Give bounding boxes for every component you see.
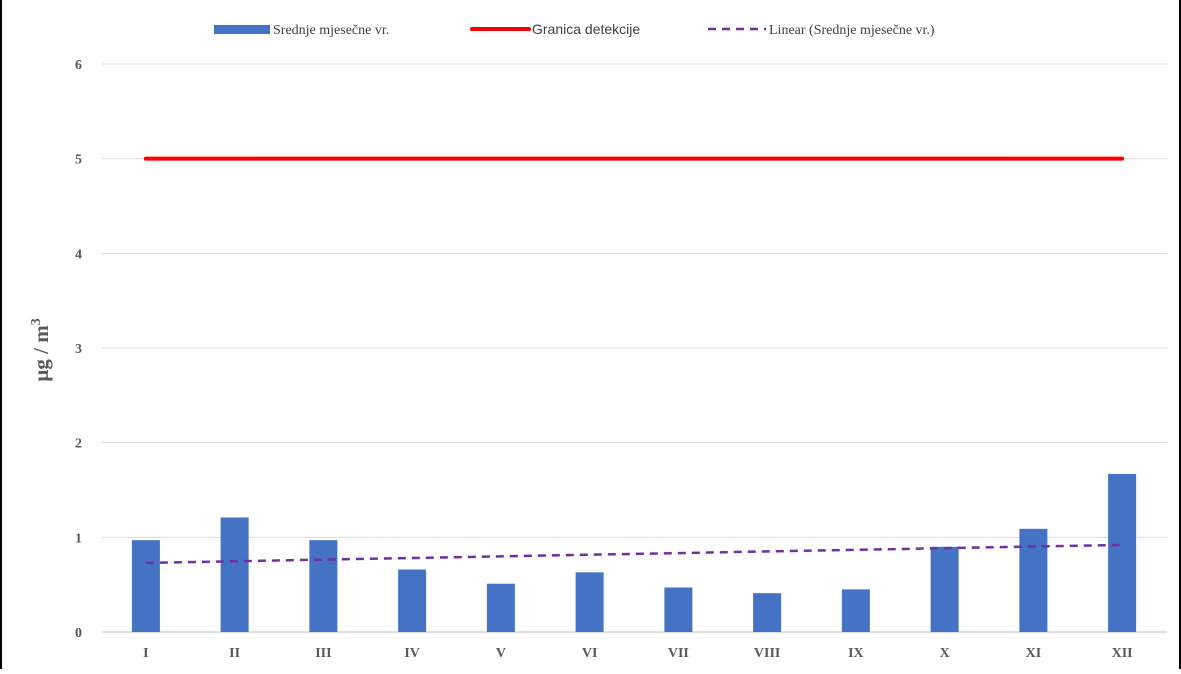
x-tick-label: XII (1112, 646, 1133, 661)
y-tick-label: 0 (75, 626, 82, 641)
bar (664, 587, 693, 632)
legend-label: Granica detekcije (532, 21, 640, 37)
x-tick-label: X (940, 646, 950, 661)
bar (753, 593, 782, 632)
bar (398, 569, 427, 632)
bar (1019, 528, 1048, 632)
x-tick-label: XI (1026, 646, 1042, 661)
legend-label: Srednje mjesečne vr. (273, 23, 389, 38)
y-axis-label-text: µg / m (29, 325, 53, 382)
bar (841, 589, 870, 632)
legend-label: Linear (Srednje mjesečne vr.) (769, 23, 935, 38)
x-tick-label: I (143, 646, 148, 661)
line-series (143, 156, 1125, 565)
y-tick-label: 1 (75, 531, 82, 546)
x-tick-labels: I II III IV V VI VII VIII IX X XI XII (143, 646, 1132, 661)
x-tick-label: IV (404, 646, 420, 661)
x-tick-label: VI (582, 646, 598, 661)
bar (1108, 473, 1137, 632)
y-tick-labels: 0 1 2 3 4 5 6 (75, 58, 82, 641)
bar (131, 540, 160, 632)
trendline (145, 543, 1123, 565)
bar-series (131, 473, 1137, 632)
x-tick-label: IX (848, 646, 864, 661)
x-tick-label: II (229, 646, 240, 661)
bar (486, 583, 515, 632)
x-tick-label: VII (668, 646, 689, 661)
y-tick-label: 6 (75, 58, 82, 73)
y-axis-label-superscript: 3 (29, 318, 44, 325)
y-axis-label: µg / m3 (29, 318, 53, 381)
y-tick-label: 2 (75, 437, 82, 452)
y-tick-label: 3 (75, 342, 82, 357)
bar (575, 572, 604, 632)
legend-swatch-bar (214, 25, 270, 34)
bar (309, 540, 338, 632)
y-tick-label: 4 (75, 247, 82, 262)
x-tick-label: VIII (754, 646, 780, 661)
bar (930, 546, 959, 632)
x-tick-label: V (496, 646, 506, 661)
bar (220, 517, 249, 632)
y-tick-label: 5 (75, 153, 82, 168)
x-tick-label: III (315, 646, 331, 661)
legend: Srednje mjesečne vr. Granica detekcije Lin… (214, 21, 935, 38)
